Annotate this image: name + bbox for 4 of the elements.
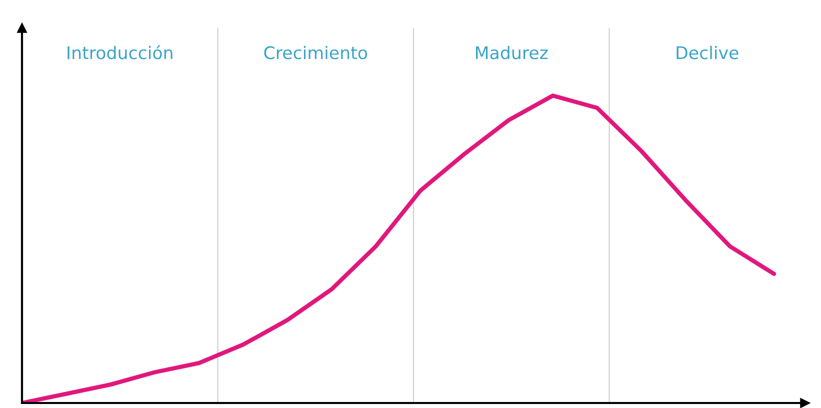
text: Introducción <box>68 45 172 60</box>
text: Crecimiento <box>264 46 368 60</box>
text: Madurez <box>476 46 548 60</box>
text: Declive <box>676 46 738 60</box>
